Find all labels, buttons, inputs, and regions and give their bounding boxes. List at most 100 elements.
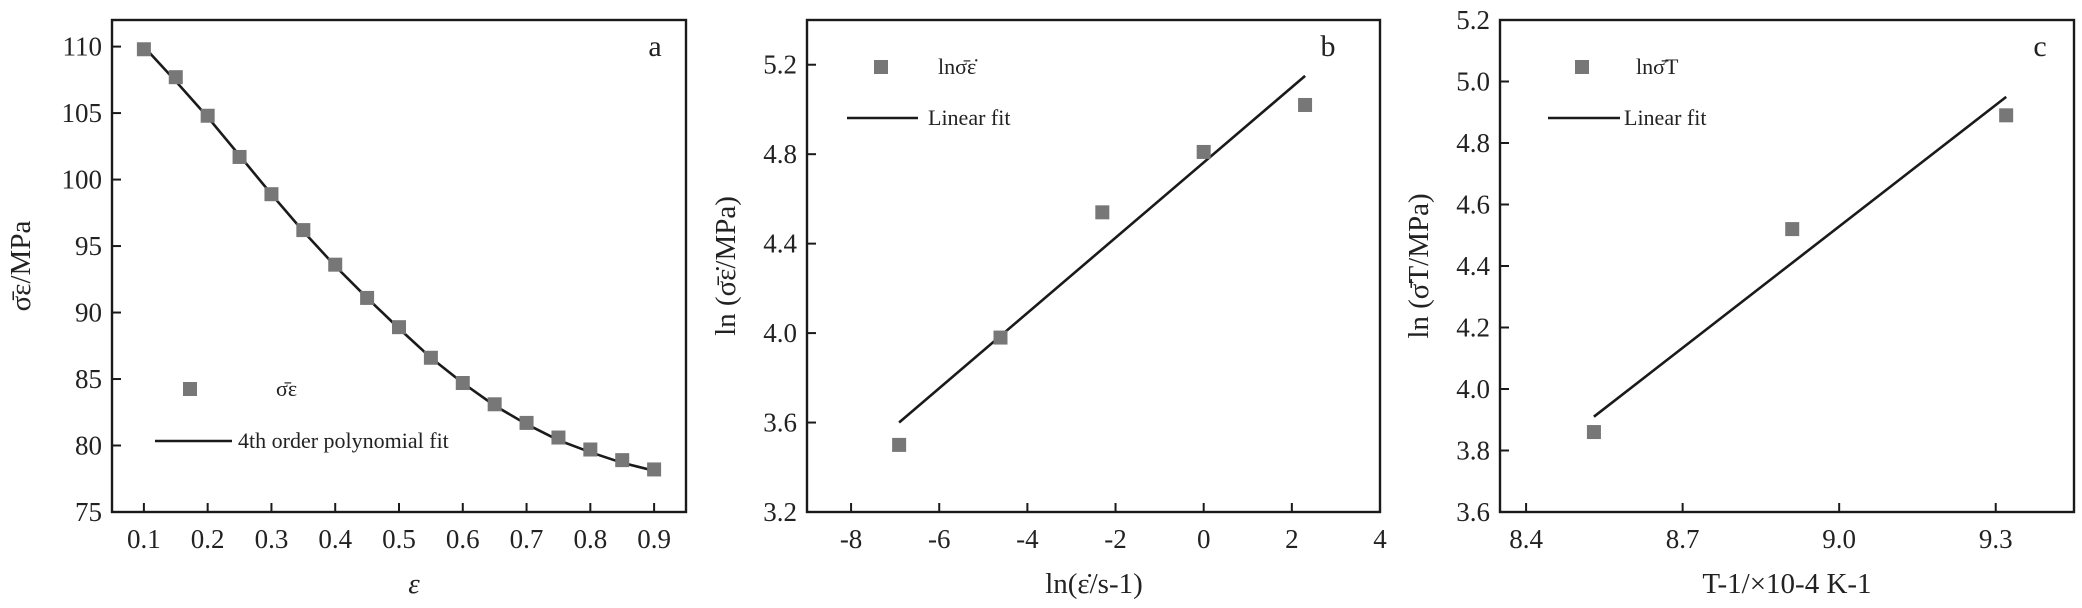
panel-a-data-point	[296, 223, 311, 238]
panel-b-frame	[805, 18, 1382, 514]
panel-c-legend-line-label: Linear fit	[1624, 105, 1706, 130]
panel-c-y-tick-label: 4.0	[1456, 374, 1490, 404]
panel-c-x-tick-label: 9.0	[1822, 524, 1856, 554]
panel-c-tick-labels: 8.4 8.7 9.0 9.3 3.6 3.8 4.0 4.2 4.4 4.6 4.8 5.0 5.2	[1456, 5, 2012, 554]
panel-a-x-axis-label: ε	[408, 568, 420, 600]
panel-a-data-point	[423, 350, 438, 365]
panel-b-y-tick-label: 4.4	[763, 229, 797, 259]
panel-a-y-tick-label: 105	[62, 98, 103, 128]
panel-a-legend-line-label: 4th order polynomial fit	[238, 428, 449, 453]
panel-b-x-tick-label: -4	[1016, 524, 1039, 554]
panel-a-data-point	[200, 108, 215, 123]
panel-a-x-tick-label: 0.2	[191, 524, 225, 554]
panel-b-data-point	[1298, 97, 1313, 112]
panel-c-letter: c	[2033, 30, 2046, 63]
panel-b-x-tick-label: 2	[1285, 524, 1299, 554]
panel-c-data-point	[1785, 222, 1800, 237]
panel-a-y-tick-label: 80	[75, 431, 102, 461]
panel-a-data-point	[455, 376, 470, 391]
panel-a-x-tick-label: 0.1	[127, 524, 161, 554]
panel-b-x-axis-label: ln(ε̇/s-1)	[1045, 568, 1143, 600]
panel-c-fit-line	[1593, 95, 2007, 418]
panel-b-y-axis-label: ln (σ̄ε̇/MPa)	[710, 196, 742, 336]
panel-c-y-tick-label: 5.0	[1456, 67, 1490, 97]
panel-a-x-tick-label: 0.9	[637, 524, 671, 554]
panel-a-data-point	[615, 453, 630, 468]
panel-c-y-tick-label: 3.6	[1456, 497, 1490, 527]
panel-a-tick-labels: 0.1 0.2 0.3 0.4 0.5 0.6 0.7 0.8 0.9 75 80 85 90 95 100…	[62, 32, 671, 554]
panel-c-legend-marker	[1575, 60, 1589, 74]
panel-a-x-tick-label: 0.5	[382, 524, 416, 554]
panel-a-x-tick-label: 0.7	[510, 524, 544, 554]
panel-b: -8 -6 -4 -2 0 2 4 3.2 3.6 4.0 4.4 4.8 5.2 b lnσ̄ε̇ L…	[710, 18, 1387, 600]
panel-b-y-tick-label: 5.2	[763, 50, 797, 80]
panel-b-y-tick-label: 3.2	[763, 497, 797, 527]
panel-a-x-tick-label: 0.6	[446, 524, 480, 554]
panel-a-y-tick-label: 110	[63, 32, 103, 62]
panel-c-x-axis-label: T-1/×10-4 K-1	[1702, 568, 1871, 600]
panel-a-legend-marker-label: σ̄ε	[276, 376, 297, 401]
panel-a-y-tick-label: 75	[75, 497, 102, 527]
panel-a-x-tick-label: 0.4	[318, 524, 352, 554]
panel-a-data-point	[392, 320, 406, 335]
panel-a-data-point	[360, 290, 375, 305]
panel-a-data-point	[519, 415, 534, 430]
panel-c-y-tick-label: 4.8	[1456, 128, 1490, 158]
panel-a-ticks	[112, 45, 656, 513]
panel-c-y-tick-label: 3.8	[1456, 436, 1490, 466]
panel-a-data-point	[647, 462, 662, 477]
panel-b-data-points	[892, 97, 1313, 452]
panel-b-x-tick-label: 4	[1373, 524, 1387, 554]
panel-b-y-tick-label: 3.6	[763, 408, 797, 438]
panel-b-legend-marker	[874, 60, 888, 74]
panel-b-data-point	[1095, 205, 1110, 220]
panel-a-y-tick-label: 90	[75, 298, 102, 328]
panel-b-y-tick-label: 4.0	[763, 318, 797, 348]
panel-a-data-point	[487, 397, 502, 412]
panel-a-fit-curve	[142, 45, 655, 473]
panel-c-x-tick-label: 8.7	[1666, 524, 1700, 554]
panel-c-ticks	[1500, 19, 1997, 513]
panel-a: 0.1 0.2 0.3 0.4 0.5 0.6 0.7 0.8 0.9 75 80 85 90 95 100…	[5, 18, 688, 600]
panel-b-ticks	[807, 63, 1381, 513]
panel-a-y-tick-label: 85	[75, 364, 102, 394]
panel-b-x-tick-label: -2	[1104, 524, 1127, 554]
panel-c-x-tick-label: 9.3	[1979, 524, 2013, 554]
panel-a-data-point	[232, 149, 247, 164]
panel-c-y-tick-label: 5.2	[1456, 5, 1490, 35]
panel-b-x-tick-label: -8	[840, 524, 863, 554]
panel-a-data-point	[168, 70, 183, 85]
panel-c: 8.4 8.7 9.0 9.33.63.84.04.24.44.64.85.05.2 …	[1403, 5, 2076, 600]
panel-c-y-tick-label: 4.4	[1456, 251, 1490, 281]
panel-a-data-point	[551, 430, 566, 445]
panel-c-x-tick-label: 8.4	[1509, 524, 1543, 554]
panel-b-data-point	[1196, 144, 1211, 159]
panel-b-legend-marker-label: lnσ̄ε̇	[938, 54, 978, 79]
panel-c-legend-marker-label: lnσ̄T	[1636, 54, 1679, 79]
panel-a-data-point	[328, 257, 343, 272]
panel-a-data-point	[264, 187, 279, 202]
panel-a-data-point	[136, 42, 151, 57]
panel-c-data-point	[1586, 425, 1601, 440]
panel-a-y-tick-label: 95	[75, 231, 102, 261]
panel-a-data-points	[136, 42, 662, 477]
panel-a-letter: a	[648, 30, 661, 63]
panel-a-legend-marker	[183, 382, 197, 396]
panel-c-data-points	[1586, 108, 2014, 440]
panel-b-data-point	[993, 330, 1008, 345]
panel-b-fit-line	[898, 74, 1306, 424]
panel-c-y-tick-label: 4.6	[1456, 190, 1490, 220]
panel-b-x-tick-label: 0	[1197, 524, 1211, 554]
panel-a-data-point	[583, 442, 598, 457]
panel-b-tick-labels: -8 -6 -4 -2 0 2 4 3.2 3.6 4.0 4.4 4.8 5.2	[763, 50, 1387, 554]
panel-c-data-point	[1999, 108, 2014, 123]
panel-a-y-tick-label: 100	[62, 165, 103, 195]
panel-c-y-axis-label: ln (σ̄T/MPa)	[1403, 193, 1435, 338]
panel-b-x-tick-label: -6	[928, 524, 951, 554]
panel-c-y-tick-label: 4.2	[1456, 313, 1490, 343]
panel-a-x-tick-label: 0.8	[573, 524, 607, 554]
panel-b-y-tick-label: 4.8	[763, 139, 797, 169]
panel-b-data-point	[892, 437, 907, 452]
panel-b-letter: b	[1321, 30, 1336, 63]
